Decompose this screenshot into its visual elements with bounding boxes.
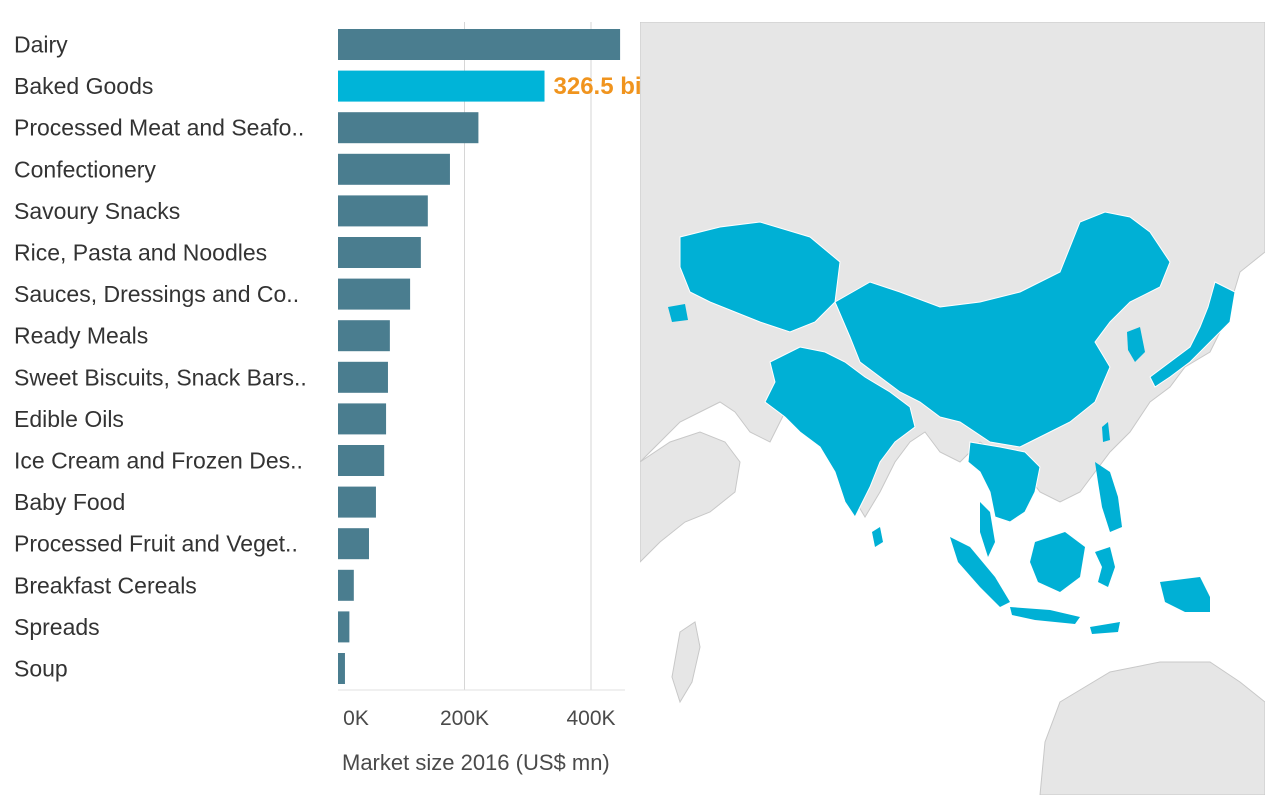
bar-savoury-snacks[interactable]	[338, 195, 428, 227]
category-label: Ice Cream and Frozen Des..	[14, 448, 303, 474]
asia-map[interactable]	[640, 22, 1265, 795]
new-guinea-highlight[interactable]	[1160, 577, 1210, 612]
x-tick-label: 400K	[566, 707, 615, 730]
india-highlight[interactable]	[764, 346, 916, 518]
sri-lanka-highlight[interactable]	[872, 527, 883, 547]
category-label: Savoury Snacks	[14, 198, 180, 224]
category-label: Breakfast Cereals	[14, 572, 197, 598]
x-axis-title: Market size 2016 (US$ mn)	[342, 750, 610, 775]
mainland-southeast-asia-highlight[interactable]	[967, 441, 1041, 523]
category-label: Edible Oils	[14, 406, 124, 432]
malay-peninsula-highlight[interactable]	[980, 502, 995, 557]
x-axis-ticks: 0K 200K 400K	[343, 707, 615, 730]
baked-goods-annotation: 326.5 billion美元	[554, 72, 640, 100]
category-label: Baked Goods	[14, 73, 153, 99]
central-asia-highlight[interactable]	[679, 221, 841, 333]
category-label: Processed Meat and Seafo..	[14, 115, 304, 141]
category-label: Spreads	[14, 614, 100, 640]
category-label: Processed Fruit and Veget..	[14, 531, 298, 557]
arabia-land	[640, 431, 741, 563]
x-tick-label: 200K	[440, 707, 489, 730]
category-labels: Dairy Baked Goods Processed Meat and Seafo…	[14, 32, 307, 682]
bar-edible-oils[interactable]	[338, 403, 387, 435]
category-label: Dairy	[14, 32, 68, 58]
japan-highlight[interactable]	[1149, 281, 1236, 388]
bar-breakfast-cereals[interactable]	[338, 569, 354, 601]
bar-ready-meals[interactable]	[338, 320, 390, 352]
madagascar-land	[671, 621, 701, 704]
bar-baked-goods[interactable]	[338, 70, 545, 102]
x-tick-label: 0K	[343, 707, 369, 730]
east-timor-highlight[interactable]	[1090, 622, 1120, 634]
borneo-highlight[interactable]	[1030, 532, 1085, 592]
category-label: Rice, Pasta and Noodles	[14, 240, 267, 266]
category-label: Soup	[14, 656, 68, 682]
java-highlight[interactable]	[1010, 607, 1080, 624]
bar-processed-meat-and-seafo[interactable]	[338, 112, 479, 144]
philippines-highlight[interactable]	[1095, 462, 1122, 532]
bar-confectionery[interactable]	[338, 153, 450, 185]
category-label: Baby Food	[14, 489, 125, 515]
bar-soup[interactable]	[338, 653, 345, 684]
sumatra-highlight[interactable]	[950, 537, 1010, 607]
bars	[338, 29, 621, 684]
sulawesi-highlight[interactable]	[1095, 547, 1115, 587]
bar-spreads[interactable]	[338, 611, 350, 643]
bar-processed-fruit-and-veget[interactable]	[338, 528, 369, 560]
category-label: Confectionery	[14, 156, 156, 182]
china-highlight[interactable]	[834, 211, 1171, 448]
bar-rice-pasta-and-noodles[interactable]	[338, 237, 421, 268]
korea-highlight[interactable]	[1127, 327, 1145, 362]
category-label: Sauces, Dressings and Co..	[14, 281, 299, 307]
caspian-highlight[interactable]	[668, 304, 688, 322]
bar-ice-cream-and-frozen-des[interactable]	[338, 445, 385, 476]
category-label: Ready Meals	[14, 323, 148, 349]
bar-sweet-biscuits-snack-bars[interactable]	[338, 361, 388, 393]
bar-baby-food[interactable]	[338, 486, 376, 518]
australia-land	[1039, 661, 1265, 795]
bar-dairy[interactable]	[338, 29, 621, 60]
bar-sauces-dressings-and-co[interactable]	[338, 278, 411, 310]
bar-chart: Dairy Baked Goods Processed Meat and Seafo…	[14, 22, 640, 775]
category-label: Sweet Biscuits, Snack Bars..	[14, 364, 307, 390]
taiwan-highlight[interactable]	[1102, 422, 1110, 442]
